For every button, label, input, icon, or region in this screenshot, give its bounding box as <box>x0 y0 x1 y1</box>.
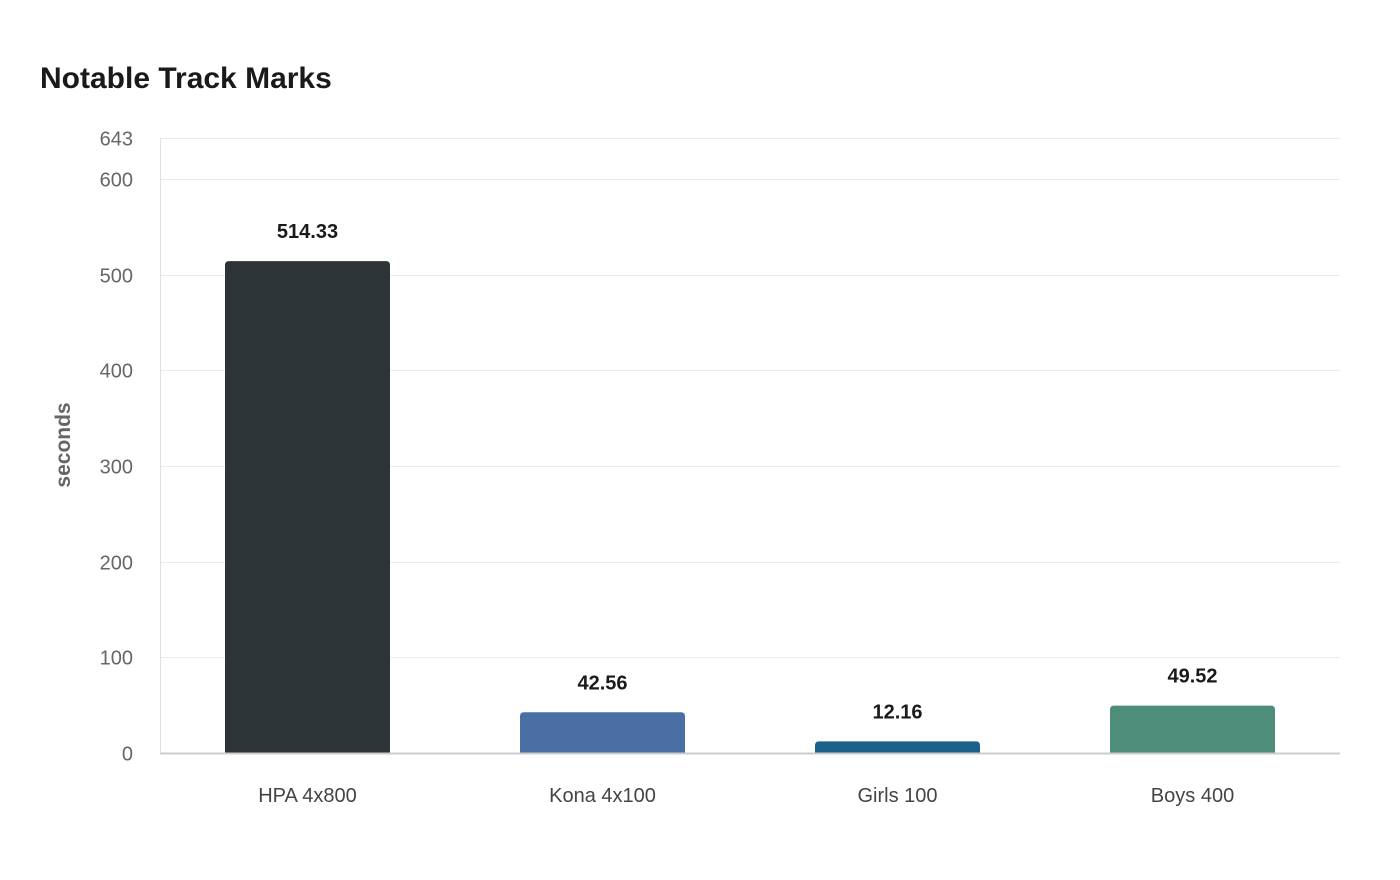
data-label: 42.56 <box>577 672 627 694</box>
x-axis-labels: HPA 4x800 Kona 4x100 Girls 100 Boys 400 <box>258 785 1234 807</box>
data-label: 514.33 <box>277 221 338 243</box>
x-tick-label: Kona 4x100 <box>549 785 656 807</box>
y-tick-label: 600 <box>100 170 133 192</box>
bar-hpa-4x800[interactable] <box>225 261 390 753</box>
y-tick-label: 400 <box>100 361 133 383</box>
bar-kona-4x100[interactable] <box>520 712 685 753</box>
y-axis-ticks: 0 100 200 300 400 500 600 643 <box>100 129 133 766</box>
bars: 514.33 42.56 12.16 49.52 <box>225 221 1275 753</box>
chart-title: Notable Track Marks <box>40 62 332 95</box>
y-tick-label: 500 <box>100 266 133 288</box>
y-tick-label: 643 <box>100 129 133 151</box>
x-tick-label: Girls 100 <box>857 785 937 807</box>
y-tick-label: 300 <box>100 457 133 479</box>
data-label: 49.52 <box>1167 666 1217 688</box>
y-tick-label: 100 <box>100 648 133 670</box>
y-axis-label: seconds <box>52 402 75 487</box>
x-tick-label: Boys 400 <box>1151 785 1234 807</box>
data-label: 12.16 <box>872 701 922 723</box>
y-tick-label: 200 <box>100 553 133 575</box>
bar-girls-100[interactable] <box>815 741 980 753</box>
bar-boys-400[interactable] <box>1110 705 1275 753</box>
x-tick-label: HPA 4x800 <box>258 785 357 807</box>
y-tick-label: 0 <box>122 744 133 766</box>
